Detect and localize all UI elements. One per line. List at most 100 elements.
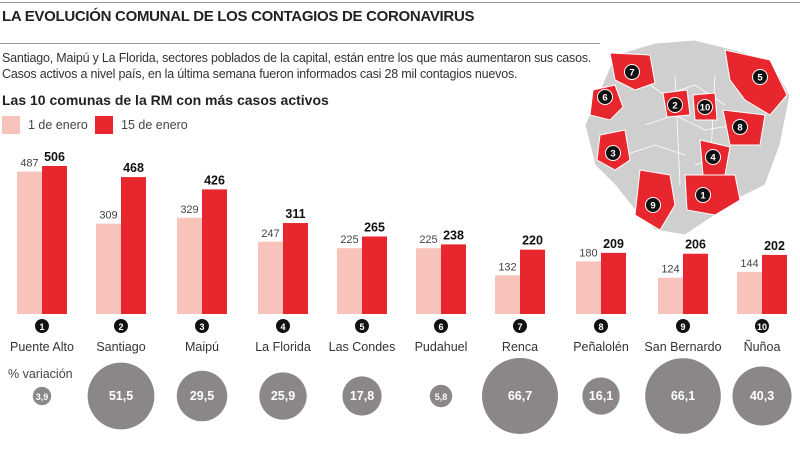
- rank-number: 2: [118, 322, 123, 332]
- rank-badge: [676, 319, 690, 333]
- variation-bubble: [176, 370, 228, 422]
- rank-number: 3: [199, 322, 204, 332]
- legend-swatch-jan15: [95, 116, 113, 134]
- map-marker: [597, 89, 613, 105]
- bar-jan15: [762, 254, 787, 314]
- map-markers: 1 2 3 4 5 6 7 8 9 10: [597, 64, 768, 213]
- variation-value: 16,1: [589, 389, 613, 403]
- bar-jan1: [416, 248, 441, 314]
- value-label-jan1: 487: [20, 158, 38, 170]
- map-marker: [697, 99, 713, 115]
- rank-badge: [434, 319, 448, 333]
- variation-value: 17,8: [350, 389, 374, 403]
- value-label-jan1: 225: [419, 234, 437, 246]
- rank-number: 9: [680, 322, 685, 332]
- value-label-jan15: 468: [123, 161, 144, 175]
- variation-bubble: [87, 362, 155, 430]
- map-marker: [752, 69, 768, 85]
- map-marker: [705, 149, 721, 165]
- category-label: Puente Alto: [10, 340, 74, 354]
- rank-badge: [195, 319, 209, 333]
- map-marker-label: 6: [602, 93, 607, 104]
- value-label-jan1: 247: [261, 228, 279, 240]
- map-marker: [695, 187, 711, 203]
- bar-jan1: [576, 261, 601, 314]
- value-label-jan15: 265: [364, 220, 385, 234]
- variation-value: 5,8: [435, 392, 448, 402]
- bar-jan15: [362, 236, 387, 314]
- title-rule: [0, 43, 600, 44]
- category-label: Santiago: [96, 340, 145, 354]
- variation-bubble: [645, 358, 721, 434]
- rank-badge: [114, 319, 128, 333]
- top-rule: [0, 2, 800, 3]
- map-marker: [624, 64, 640, 80]
- value-label-jan1: 309: [99, 210, 117, 222]
- value-label-jan1: 124: [661, 264, 679, 276]
- value-label-jan15: 506: [44, 150, 65, 164]
- map-marker-label: 10: [700, 103, 711, 114]
- category-label: La Florida: [255, 340, 311, 354]
- variation-bubble: [259, 372, 307, 420]
- bar-jan15: [601, 252, 626, 314]
- value-label-jan15: 426: [204, 173, 225, 187]
- region-1: [684, 174, 741, 216]
- variation-value: 3,9: [36, 392, 49, 402]
- rank-badge: [513, 319, 527, 333]
- map-marker-label: 5: [757, 73, 763, 84]
- legend-label-jan1: 1 de enero: [28, 118, 88, 132]
- map-marker-label: 8: [737, 123, 742, 134]
- variation-value: 29,5: [190, 389, 214, 403]
- rank-badge: [276, 319, 290, 333]
- legend-swatch-jan1: [2, 116, 20, 134]
- variation-bubble: [429, 384, 453, 408]
- bar-jan1: [177, 217, 202, 314]
- map-marker-label: 2: [672, 101, 677, 112]
- map-marker: [645, 197, 661, 213]
- rank-number: 1: [39, 322, 44, 332]
- bar-jan15: [121, 177, 146, 314]
- chart-title: Las 10 comunas de la RM con más casos ac…: [2, 92, 329, 108]
- map-marker-label: 3: [610, 149, 615, 160]
- map-marker-label: 9: [650, 201, 655, 212]
- value-label-jan15: 202: [764, 239, 785, 253]
- variation-value: 40,3: [750, 389, 774, 403]
- bar-jan1: [658, 277, 683, 314]
- variation-bubble: [582, 377, 620, 415]
- rank-number: 10: [757, 322, 767, 332]
- bar-jan1: [495, 275, 520, 314]
- page-title: LA EVOLUCIÓN COMUNAL DE LOS CONTAGIOS DE…: [2, 8, 475, 25]
- value-label-jan1: 225: [340, 234, 358, 246]
- rank-number: 6: [438, 322, 443, 332]
- rank-number: 4: [280, 322, 285, 332]
- value-label-jan1: 329: [180, 204, 198, 216]
- category-label: Ñuñoa: [744, 340, 781, 354]
- rank-badge: [755, 319, 769, 333]
- category-label: Peñalolén: [573, 340, 629, 354]
- bar-jan15: [441, 244, 466, 314]
- bar-jan15: [683, 253, 708, 314]
- value-label-jan15: 206: [685, 238, 706, 252]
- bar-jan15: [202, 189, 227, 314]
- category-label: Renca: [502, 340, 538, 354]
- category-label: Pudahuel: [415, 340, 468, 354]
- rank-number: 8: [598, 322, 603, 332]
- variation-value: 66,1: [671, 389, 695, 403]
- value-label-jan15: 238: [443, 228, 464, 242]
- bar-jan1: [17, 171, 42, 314]
- value-label-jan15: 209: [603, 237, 624, 251]
- bar-jan15: [283, 223, 308, 314]
- variation-bubble: [32, 386, 52, 406]
- bar-jan1: [258, 241, 283, 314]
- category-label: San Bernardo: [644, 340, 721, 354]
- bar-jan1: [337, 248, 362, 314]
- rank-badge: [594, 319, 608, 333]
- bar-jan1: [96, 223, 121, 314]
- legend-jan1: 1 de enero: [2, 116, 88, 134]
- map-marker: [667, 97, 683, 113]
- rank-number: 7: [517, 322, 522, 332]
- variation-bubble: [342, 376, 382, 416]
- bar-jan15: [520, 249, 545, 314]
